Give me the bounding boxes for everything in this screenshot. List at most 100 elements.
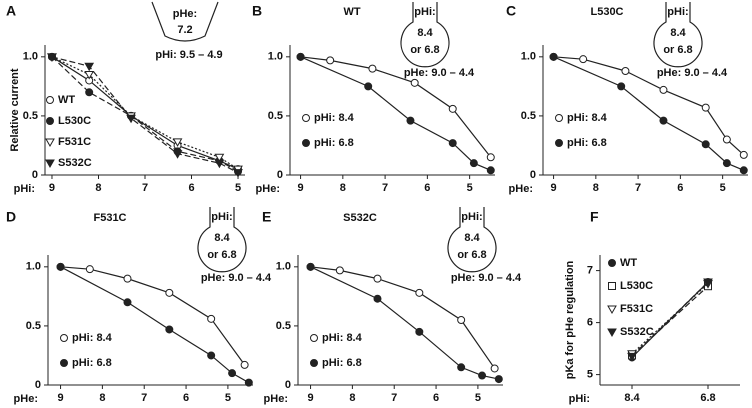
y-tick-label: 0 — [530, 169, 536, 181]
marker — [123, 298, 132, 307]
inset-text: or 6.8 — [207, 249, 236, 261]
marker — [659, 85, 668, 94]
legend-label: F531C — [58, 136, 91, 148]
marker — [165, 288, 174, 297]
legend-marker — [310, 359, 318, 367]
panel-letter: E — [262, 209, 271, 225]
marker — [410, 78, 419, 87]
marker — [207, 314, 216, 323]
x-tick-label: 8 — [99, 392, 105, 404]
y-tick-label: 1.0 — [268, 51, 283, 63]
marker — [490, 364, 499, 373]
x-tick-label: 7 — [635, 182, 641, 194]
x-axis-label: pHe: — [264, 393, 288, 405]
marker — [240, 360, 249, 369]
legend-label: S532C — [620, 326, 654, 338]
x-axis-label: pHe: — [256, 183, 280, 195]
x-tick-label: 6.8 — [700, 392, 715, 404]
panel-title: L530C — [590, 6, 623, 18]
inset-text: pHi: 9.5 – 4.9 — [155, 49, 222, 61]
fit-line — [310, 266, 496, 369]
y-tick-label: 1.0 — [276, 261, 291, 273]
y-tick-label: 0.5 — [23, 110, 38, 122]
inset-outline — [653, 2, 703, 68]
x-tick-label: 8 — [340, 182, 346, 194]
fit-line — [631, 283, 709, 355]
marker — [448, 104, 457, 113]
legend-marker — [608, 259, 616, 267]
marker — [85, 88, 94, 97]
inset-text: or 6.8 — [410, 44, 439, 56]
x-axis-label: pHe: — [509, 183, 533, 195]
legend-marker — [46, 96, 54, 104]
panel-letter: C — [506, 3, 516, 19]
marker — [368, 64, 377, 73]
marker — [549, 52, 558, 61]
y-tick-label: 0 — [277, 169, 283, 181]
legend-label: pHi: 8.4 — [314, 112, 355, 124]
panel-letter: A — [6, 3, 16, 19]
legend-label: pHi: 6.8 — [314, 137, 354, 149]
y-axis-label: pKa for pHe regulation — [564, 260, 576, 379]
inset-text: 8.4 — [417, 27, 433, 39]
y-tick-label: 7 — [587, 265, 593, 277]
legend-label: WT — [58, 94, 75, 106]
x-tick-label: 8.4 — [624, 392, 640, 404]
fit-line — [51, 56, 239, 172]
marker — [739, 150, 748, 159]
marker — [296, 52, 305, 61]
legend-label: L530C — [58, 115, 91, 127]
marker — [56, 262, 65, 271]
marker — [739, 166, 748, 175]
y-tick-label: 0.5 — [268, 110, 283, 122]
marker — [703, 278, 713, 288]
panel-title: F531C — [93, 212, 126, 224]
marker — [228, 369, 237, 378]
marker — [165, 325, 174, 334]
marker — [84, 62, 95, 72]
inset-outline — [197, 207, 247, 273]
y-tick-label: 0.5 — [521, 110, 536, 122]
legend-label: pHi: 6.8 — [72, 357, 112, 369]
marker — [172, 150, 183, 159]
marker — [701, 140, 710, 149]
marker — [233, 169, 243, 178]
marker — [306, 262, 315, 271]
legend-label: pHi: 8.4 — [322, 332, 363, 344]
marker — [373, 294, 382, 303]
fit-line — [60, 266, 246, 366]
y-tick-label: 0 — [35, 379, 41, 391]
legend-marker — [60, 334, 68, 342]
legend-label: pHi: 6.8 — [322, 357, 362, 369]
x-tick-label: 5 — [467, 182, 473, 194]
legend-label: S532C — [58, 157, 92, 169]
marker — [617, 82, 626, 91]
legend-marker — [45, 138, 55, 148]
x-tick-label: 6 — [433, 392, 439, 404]
inset-text: 7.2 — [177, 24, 192, 36]
panel-letter: F — [590, 209, 599, 225]
inset-text: 8.4 — [670, 27, 686, 39]
x-axis-label: pHe: — [14, 393, 38, 405]
inset-text: pHe: — [173, 8, 197, 20]
x-tick-label: 9 — [298, 182, 304, 194]
x-tick-label: 6 — [183, 392, 189, 404]
x-tick-label: 9 — [57, 392, 63, 404]
marker — [457, 363, 466, 372]
x-tick-label: 6 — [424, 182, 430, 194]
marker — [207, 351, 216, 360]
y-tick-label: 5 — [587, 369, 593, 381]
x-tick-label: 7 — [142, 182, 148, 194]
legend-label: pHi: 6.8 — [567, 137, 607, 149]
inset-text: or 6.8 — [663, 44, 692, 56]
x-tick-label: 8 — [593, 182, 599, 194]
legend-marker — [607, 328, 617, 338]
marker — [326, 56, 335, 65]
inset-outline — [400, 2, 450, 68]
marker — [486, 166, 495, 175]
marker — [701, 103, 710, 112]
y-tick-label: 1.0 — [521, 51, 536, 63]
marker — [85, 265, 94, 274]
marker — [621, 67, 630, 75]
x-tick-label: 5 — [235, 182, 241, 194]
